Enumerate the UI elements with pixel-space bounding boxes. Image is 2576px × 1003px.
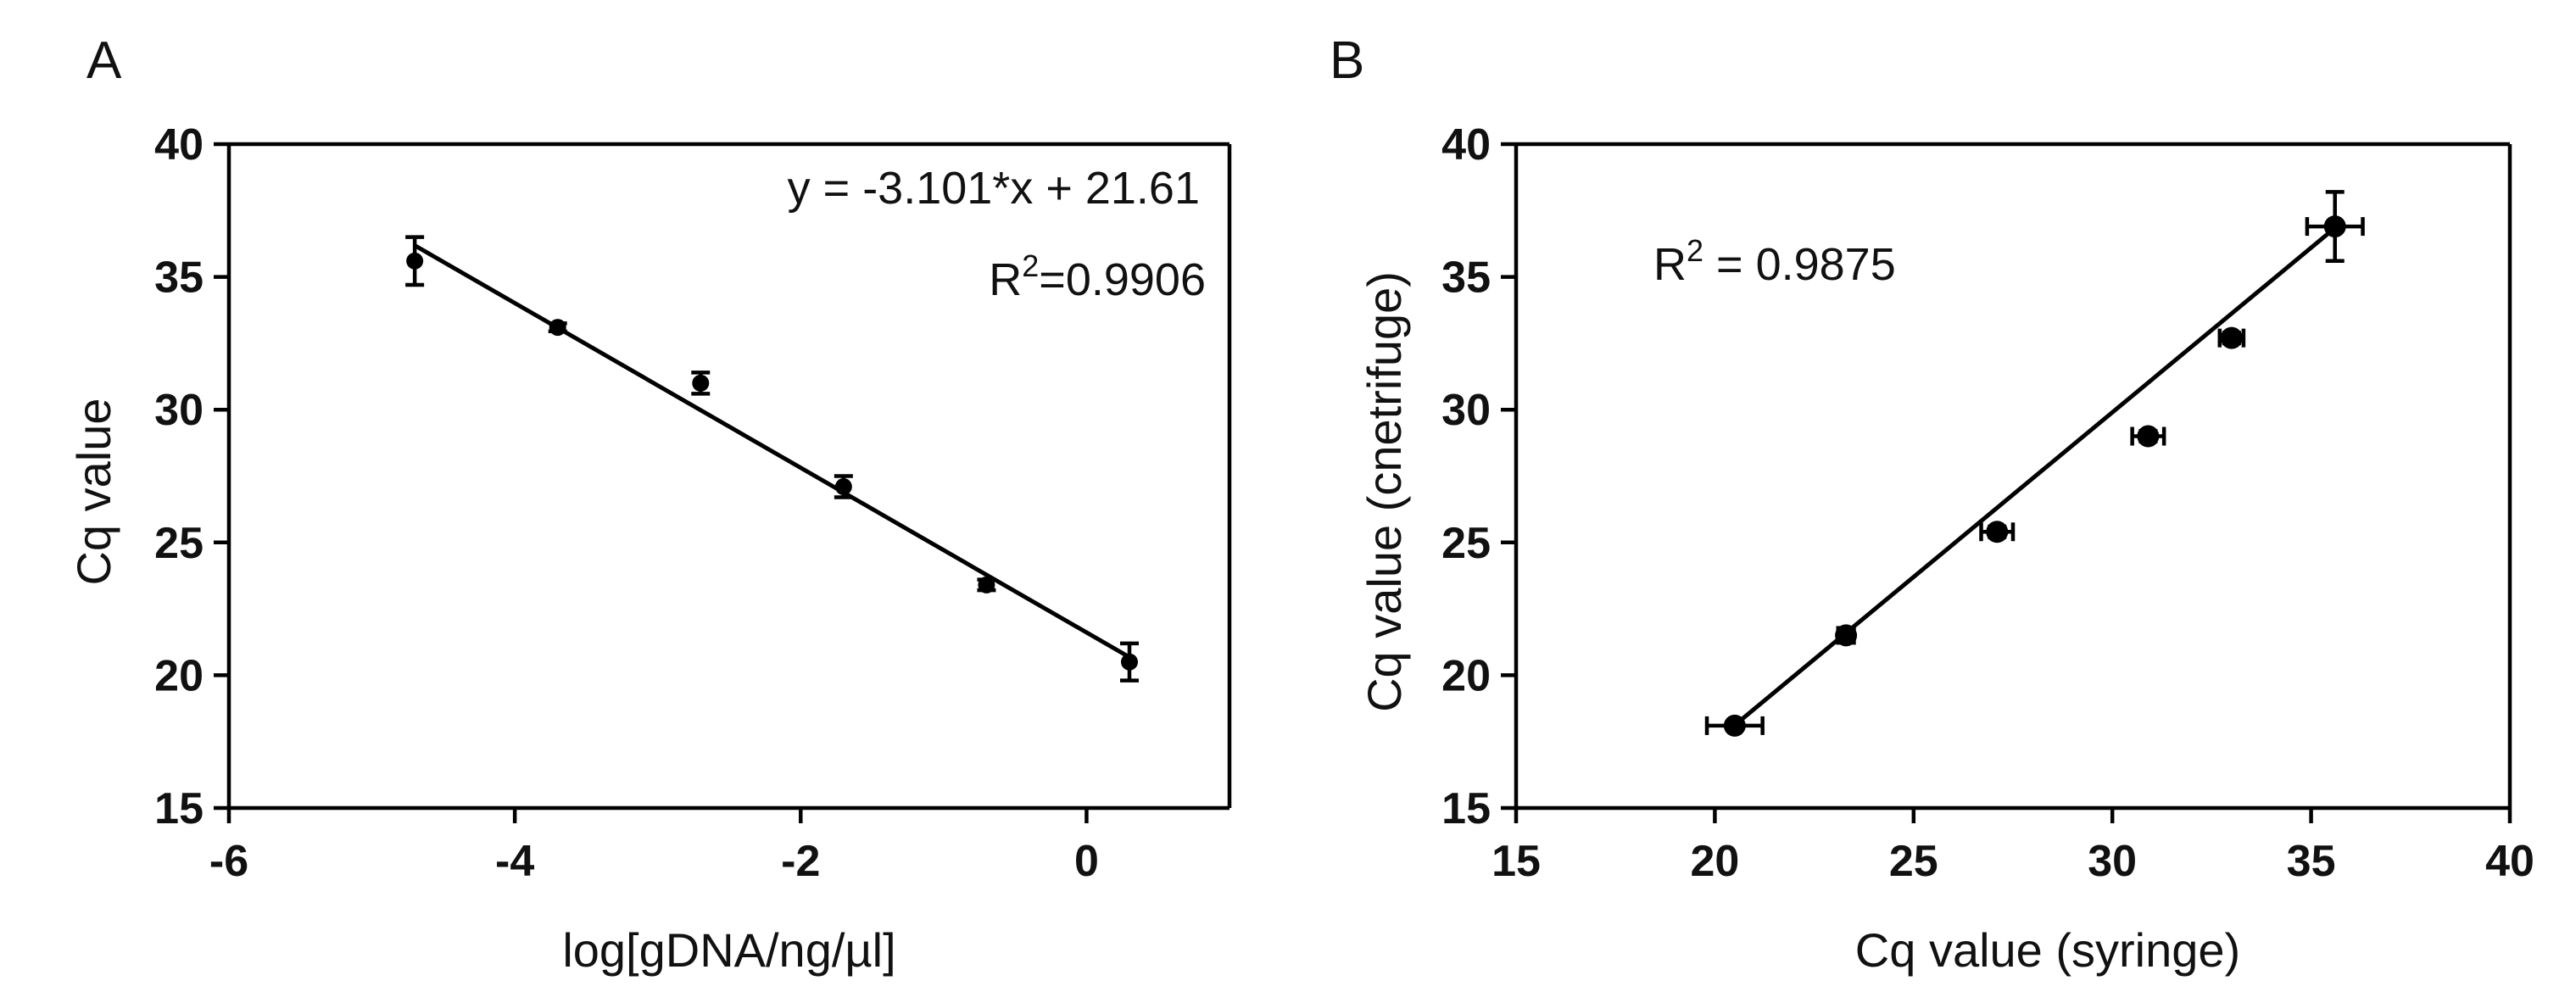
- panel-b-data-point: [2137, 425, 2160, 448]
- panel-a-points: [405, 235, 1139, 683]
- panel-b-ticks: 15 20 25 30 35 40 15 20 25 30 35 40: [1441, 120, 2534, 886]
- panel-a-x-tick-label: -6: [209, 837, 248, 886]
- panel-b-x-axis-title: Cq value (syringe): [1855, 923, 2240, 977]
- panel-a-data-point: [834, 478, 852, 496]
- panel-b-letter: B: [1330, 31, 1364, 90]
- panel-a-x-axis-title: log[gDNA/ng/µl]: [562, 923, 895, 977]
- panel-a-data-point: [1121, 653, 1138, 671]
- panel-b-fit: [1733, 226, 2337, 727]
- panel-b-x-tick-label: 25: [1889, 837, 1938, 886]
- panel-b-plot-frame: [1514, 142, 2512, 811]
- panel-b-r2-suffix: = 0.9875: [1703, 239, 1896, 290]
- panel-a-r2-prefix: R: [989, 254, 1022, 305]
- panel-b-r2-prefix: R: [1653, 239, 1687, 290]
- panel-a-r-squared: R2=0.9906: [989, 248, 1206, 305]
- panel-a-x-tick-label: -4: [495, 837, 534, 886]
- panel-b-y-tick-label: 30: [1441, 386, 1491, 435]
- panel-a-data-point: [692, 374, 710, 392]
- panel-b-x-tick-label: 35: [2287, 837, 2336, 886]
- panel-a-x-tick-label: -2: [781, 837, 820, 886]
- panel-b-y-tick-label: 20: [1441, 651, 1491, 700]
- panel-b-fit-line: [1733, 226, 2337, 727]
- panel-a-data-point: [406, 252, 424, 270]
- panel-a-y-axis-title: Cq value: [67, 398, 120, 585]
- panel-b-data-point: [2220, 326, 2243, 349]
- panel-b-r2-sup: 2: [1687, 233, 1703, 268]
- panel-b-r-squared: R2 = 0.9875: [1653, 233, 1896, 290]
- panel-a-y-tick-label: 15: [154, 784, 204, 833]
- panel-a-equation: y = -3.101*x + 21.61: [788, 163, 1200, 214]
- panel-a-y-tick-label: 35: [154, 254, 204, 303]
- panel-b-data-point: [1986, 521, 2009, 543]
- panel-b: B Cq value (cnetrifuge) Cq value (syring…: [1330, 31, 2534, 977]
- panel-a-data-point: [978, 576, 995, 593]
- panel-b-y-tick-label: 40: [1441, 120, 1491, 170]
- panel-a-ticks: -6 -4 -2 0 15 20 25 30 35 40: [154, 120, 1099, 886]
- panel-a-fit-line: [413, 243, 1131, 660]
- panel-a-data-point: [549, 319, 566, 337]
- panel-b-y-tick-label: 15: [1441, 784, 1491, 833]
- panel-b-y-axis-title: Cq value (cnetrifuge): [1358, 271, 1411, 712]
- panel-a-y-tick-label: 20: [154, 651, 204, 700]
- panel-b-data-point: [2323, 215, 2346, 238]
- panel-b-y-tick-label: 35: [1441, 254, 1491, 303]
- panel-b-x-tick-label: 30: [2088, 837, 2137, 886]
- panel-b-x-tick-label: 40: [2485, 837, 2534, 886]
- panel-a-y-tick-label: 25: [154, 519, 204, 568]
- panel-a-y-tick-label: 40: [154, 120, 204, 170]
- panel-b-data-point: [1835, 624, 1858, 647]
- panel-b-points: [1704, 190, 2365, 737]
- panel-a-plot-frame: [226, 142, 1232, 811]
- panel-b-data-point: [1723, 714, 1746, 737]
- panel-b-y-tick-label: 25: [1441, 519, 1491, 568]
- panel-a-letter: A: [86, 31, 122, 90]
- panel-a-r2-suffix: =0.9906: [1039, 254, 1206, 305]
- panel-a-y-tick-label: 30: [154, 386, 204, 435]
- panel-b-x-tick-label: 15: [1492, 837, 1541, 886]
- panel-a-fit: [413, 243, 1131, 660]
- panel-a: A Cq value log[gDNA/ng/µl] -6 -4 -2 0 15 20 25…: [67, 31, 1232, 977]
- panel-a-r2-sup: 2: [1022, 248, 1039, 283]
- panel-a-x-tick-label: 0: [1074, 837, 1099, 886]
- panel-b-x-tick-label: 20: [1690, 837, 1739, 886]
